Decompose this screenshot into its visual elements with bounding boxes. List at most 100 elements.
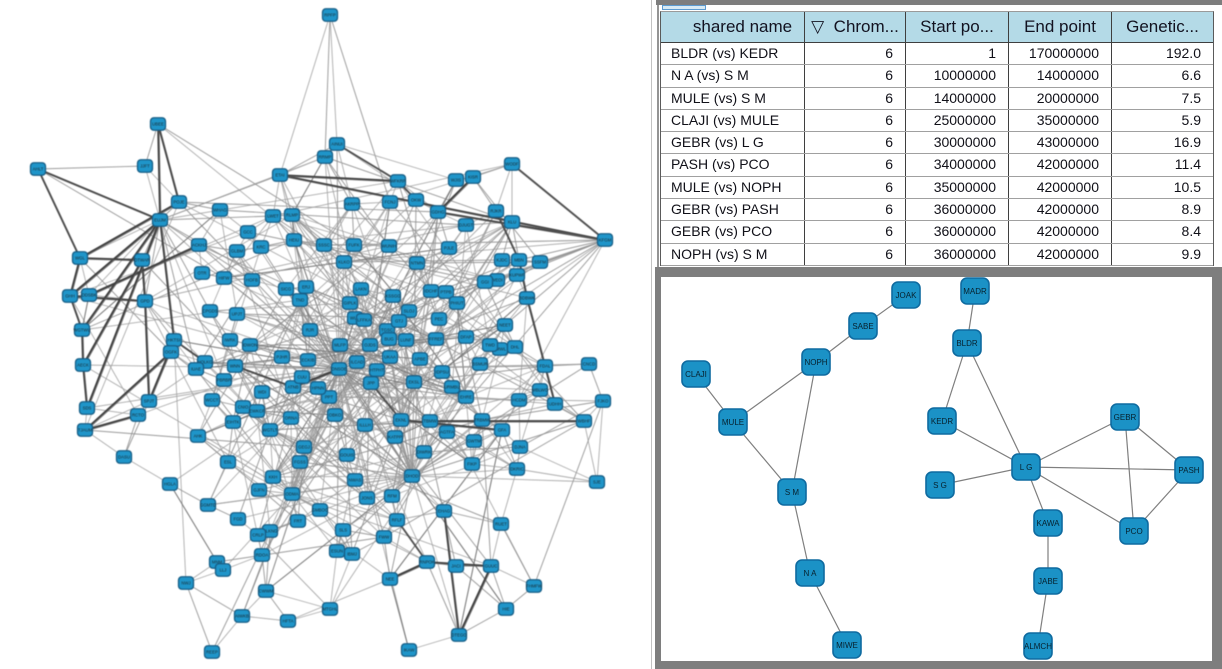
- svg-text:UPJT: UPJT: [232, 312, 243, 317]
- svg-text:PCO: PCO: [1125, 527, 1142, 536]
- svg-text:WUNIH: WUNIH: [382, 244, 397, 249]
- svg-text:GLBM: GLBM: [231, 249, 244, 254]
- svg-text:TJAUM: TJAUM: [78, 428, 93, 433]
- svg-text:EWKCF: EWKCF: [249, 409, 265, 414]
- svg-text:UDHH: UDHH: [549, 402, 561, 407]
- svg-text:GPD: GPD: [140, 299, 149, 304]
- svg-text:SLOJ: SLOJ: [404, 309, 415, 314]
- svg-text:OTR: OTR: [197, 271, 206, 276]
- svg-text:GGI: GGI: [481, 280, 489, 285]
- svg-text:UBEE: UBEE: [152, 122, 164, 127]
- svg-text:DTEGO: DTEGO: [451, 633, 467, 638]
- svg-text:HEIU: HEIU: [289, 238, 299, 243]
- svg-text:FFREF: FFREF: [429, 337, 443, 342]
- svg-text:GHH: GHH: [65, 294, 75, 299]
- svg-text:KKH: KKH: [269, 475, 278, 480]
- svg-text:WGTLT: WGTLT: [263, 428, 278, 433]
- svg-text:EUJM: EUJM: [154, 218, 166, 223]
- svg-text:APBE: APBE: [414, 357, 426, 362]
- svg-text:ESUN: ESUN: [331, 549, 343, 554]
- svg-text:PEC: PEC: [435, 317, 444, 322]
- svg-text:IKAW: IKAW: [404, 648, 416, 653]
- svg-text:RUET: RUET: [495, 522, 507, 527]
- svg-text:GEGJ: GEGJ: [298, 445, 310, 450]
- svg-text:SJE: SJE: [593, 480, 601, 485]
- svg-text:RCTO: RCTO: [132, 413, 145, 418]
- svg-text:MADR: MADR: [963, 287, 987, 296]
- svg-text:AECK: AECK: [77, 363, 89, 368]
- svg-text:ODMA: ODMA: [286, 492, 299, 497]
- svg-text:KSSGG: KSSGG: [385, 294, 401, 299]
- svg-text:LLJ: LLJ: [220, 568, 227, 573]
- svg-text:FDAL: FDAL: [540, 364, 552, 369]
- svg-text:DJNA: DJNA: [514, 445, 525, 450]
- svg-text:EHRE: EHRE: [460, 395, 472, 400]
- svg-text:NEET: NEET: [499, 323, 511, 328]
- svg-text:NWJ: NWJ: [181, 581, 190, 586]
- svg-text:EHAG: EHAG: [438, 509, 451, 514]
- svg-text:GTJ: GTJ: [395, 319, 403, 324]
- svg-text:ACKHJ: ACKHJ: [192, 243, 206, 248]
- svg-text:MIWE: MIWE: [836, 641, 858, 650]
- svg-text:SPJT: SPJT: [144, 399, 155, 404]
- svg-text:HCDM: HCDM: [513, 398, 526, 403]
- svg-text:HKTSI: HKTSI: [168, 338, 181, 343]
- svg-text:DIWRK: DIWRK: [417, 450, 431, 455]
- svg-text:L G: L G: [1020, 463, 1033, 472]
- svg-text:JABE: JABE: [1038, 577, 1058, 586]
- svg-text:DHOD: DHOD: [406, 474, 419, 479]
- svg-text:N A: N A: [804, 569, 818, 578]
- svg-text:FUFK: FUFK: [348, 243, 359, 248]
- svg-text:GFA: GFA: [498, 428, 507, 433]
- svg-text:ILLLH: ILLLH: [359, 423, 370, 428]
- svg-text:NEE: NEE: [386, 577, 395, 582]
- svg-text:AIWKB: AIWKB: [235, 614, 249, 619]
- svg-text:TRBMW: TRBMW: [474, 418, 491, 423]
- svg-text:LFFKA: LFFKA: [357, 318, 371, 323]
- svg-text:AGTFA: AGTFA: [440, 430, 454, 435]
- svg-text:ULKNG: ULKNG: [263, 529, 278, 534]
- svg-text:CNCD: CNCD: [583, 362, 595, 367]
- svg-text:ORNA: ORNA: [285, 416, 298, 421]
- svg-text:WODF: WODF: [505, 162, 519, 167]
- svg-text:GJFN: GJFN: [253, 488, 264, 493]
- svg-text:PPT: PPT: [325, 395, 334, 400]
- svg-text:CNIO: CNIO: [238, 405, 249, 410]
- svg-text:RFM: RFM: [387, 494, 397, 499]
- svg-text:LAKN: LAKN: [355, 287, 366, 292]
- svg-text:ALMCH: ALMCH: [1024, 642, 1052, 651]
- svg-text:ECKIB: ECKIB: [302, 358, 315, 363]
- svg-text:WGTWU: WGTWU: [73, 328, 90, 333]
- svg-text:KLU: KLU: [508, 220, 516, 225]
- svg-text:PJHR: PJHR: [276, 355, 287, 360]
- svg-text:MBLWO: MBLWO: [532, 388, 549, 393]
- svg-text:ESL: ESL: [224, 460, 233, 465]
- svg-text:HIFW: HIFW: [219, 276, 231, 281]
- svg-text:PTPB: PTPB: [440, 290, 451, 295]
- svg-text:MULE: MULE: [722, 418, 744, 427]
- svg-text:IDWON: IDWON: [243, 343, 258, 348]
- svg-text:IUAE: IUAE: [191, 367, 201, 372]
- svg-text:JJFT: JJFT: [140, 164, 150, 169]
- svg-text:GOUIS: GOUIS: [340, 453, 354, 458]
- svg-text:BUG: BUG: [384, 337, 394, 342]
- svg-text:RDOA: RDOA: [256, 553, 269, 558]
- svg-text:RLMP: RLMP: [286, 213, 298, 218]
- svg-text:SABE: SABE: [852, 322, 873, 331]
- svg-text:DASU: DASU: [118, 455, 130, 460]
- svg-text:EKNL: EKNL: [395, 418, 407, 423]
- svg-text:UKAA: UKAA: [384, 355, 396, 360]
- svg-text:URMBU: URMBU: [444, 385, 460, 390]
- svg-text:JONS: JONS: [361, 496, 373, 501]
- svg-text:GGMTD: GGMTD: [200, 503, 216, 508]
- svg-text:TWD: TWD: [485, 343, 495, 348]
- svg-text:GUUC: GUUC: [485, 564, 498, 569]
- svg-text:FCNJ: FCNJ: [385, 200, 396, 205]
- svg-text:POJE: POJE: [173, 200, 184, 205]
- svg-text:HOLKG: HOLKG: [197, 360, 213, 365]
- svg-text:AHLT: AHLT: [33, 167, 44, 172]
- svg-text:FGD: FGD: [233, 517, 242, 522]
- svg-text:WUP: WUP: [350, 316, 360, 321]
- svg-text:NOPH: NOPH: [804, 358, 827, 367]
- svg-text:OJDS: OJDS: [364, 343, 376, 348]
